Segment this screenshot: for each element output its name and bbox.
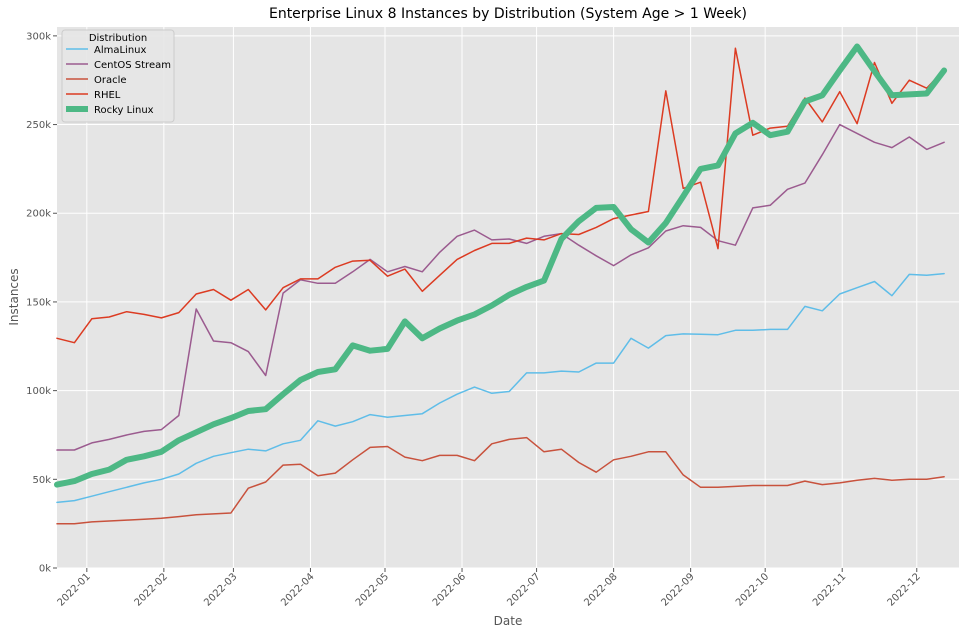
y-tick-label: 50k [32,475,51,486]
x-tick-label: 2022-09 [659,571,696,608]
legend-title: Distribution [89,33,147,44]
series-line-centos-stream [56,123,945,451]
x-tick-label: 2022-11 [811,571,848,608]
y-tick-label: 200k [26,209,51,220]
x-tick-label: 2022-03 [202,571,239,608]
legend-label-rhel: RHEL [94,90,121,101]
x-tick-label: 2022-10 [734,571,771,608]
x-tick-label: 2022-12 [886,571,923,608]
chart-title: Enterprise Linux 8 Instances by Distribu… [269,6,747,22]
x-tick-label: 2022-06 [431,571,468,608]
y-tick-label: 300k [26,31,51,42]
y-tick-label: 100k [26,386,51,397]
x-tick-label: 2022-02 [133,571,170,608]
x-tick-label: 2022-01 [56,571,93,608]
y-tick-label: 250k [26,120,51,131]
legend-label-centos-stream: CentOS Stream [94,60,171,71]
x-tick-label: 2022-07 [505,571,542,608]
x-tick-label: 2022-08 [582,571,619,608]
y-axis: 0k 50k 100k 150k 200k 250k 300k [26,31,57,575]
series-line-almalinux [56,272,945,504]
series-line-rocky-linux [54,43,948,488]
x-axis: 2022-01 2022-02 2022-03 2022-04 2022-05 2022-… [56,568,923,609]
legend-label-rocky-linux: Rocky Linux [94,105,154,116]
x-tick-label: 2022-05 [354,571,391,608]
y-tick-label: 150k [26,297,51,308]
legend-label-oracle: Oracle [94,75,127,86]
series-line-oracle [56,436,945,525]
x-tick-label: 2022-04 [279,571,316,608]
legend-box [61,29,175,123]
y-tick-label: 0k [39,564,51,575]
series-lines [54,43,948,525]
x-axis-label: Date [494,614,523,628]
legend-label-almalinux: AlmaLinux [94,45,147,56]
y-axis-label: Instances [7,268,21,325]
